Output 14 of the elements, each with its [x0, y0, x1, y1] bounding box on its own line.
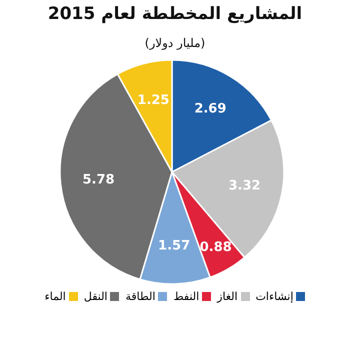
data-label: 3.32 [228, 178, 261, 194]
chart-subtitle: (مليار دولار) [144, 36, 206, 50]
data-label: 1.25 [137, 92, 170, 108]
data-label: 5.78 [82, 172, 115, 188]
legend-label: النقل [84, 290, 108, 303]
data-label: 0.88 [200, 240, 232, 256]
chart-title: المشاريع المخططة لعام 2015 [46, 4, 304, 24]
data-label: 2.69 [194, 101, 226, 116]
legend-label: الماء [44, 290, 66, 303]
data-label: 1.57 [158, 238, 190, 254]
legend-label: إنشاءات [256, 290, 294, 303]
legend-label: الغاز [217, 290, 238, 303]
legend-label: النفط [173, 290, 200, 303]
legend-label: الطاقة [125, 290, 156, 303]
